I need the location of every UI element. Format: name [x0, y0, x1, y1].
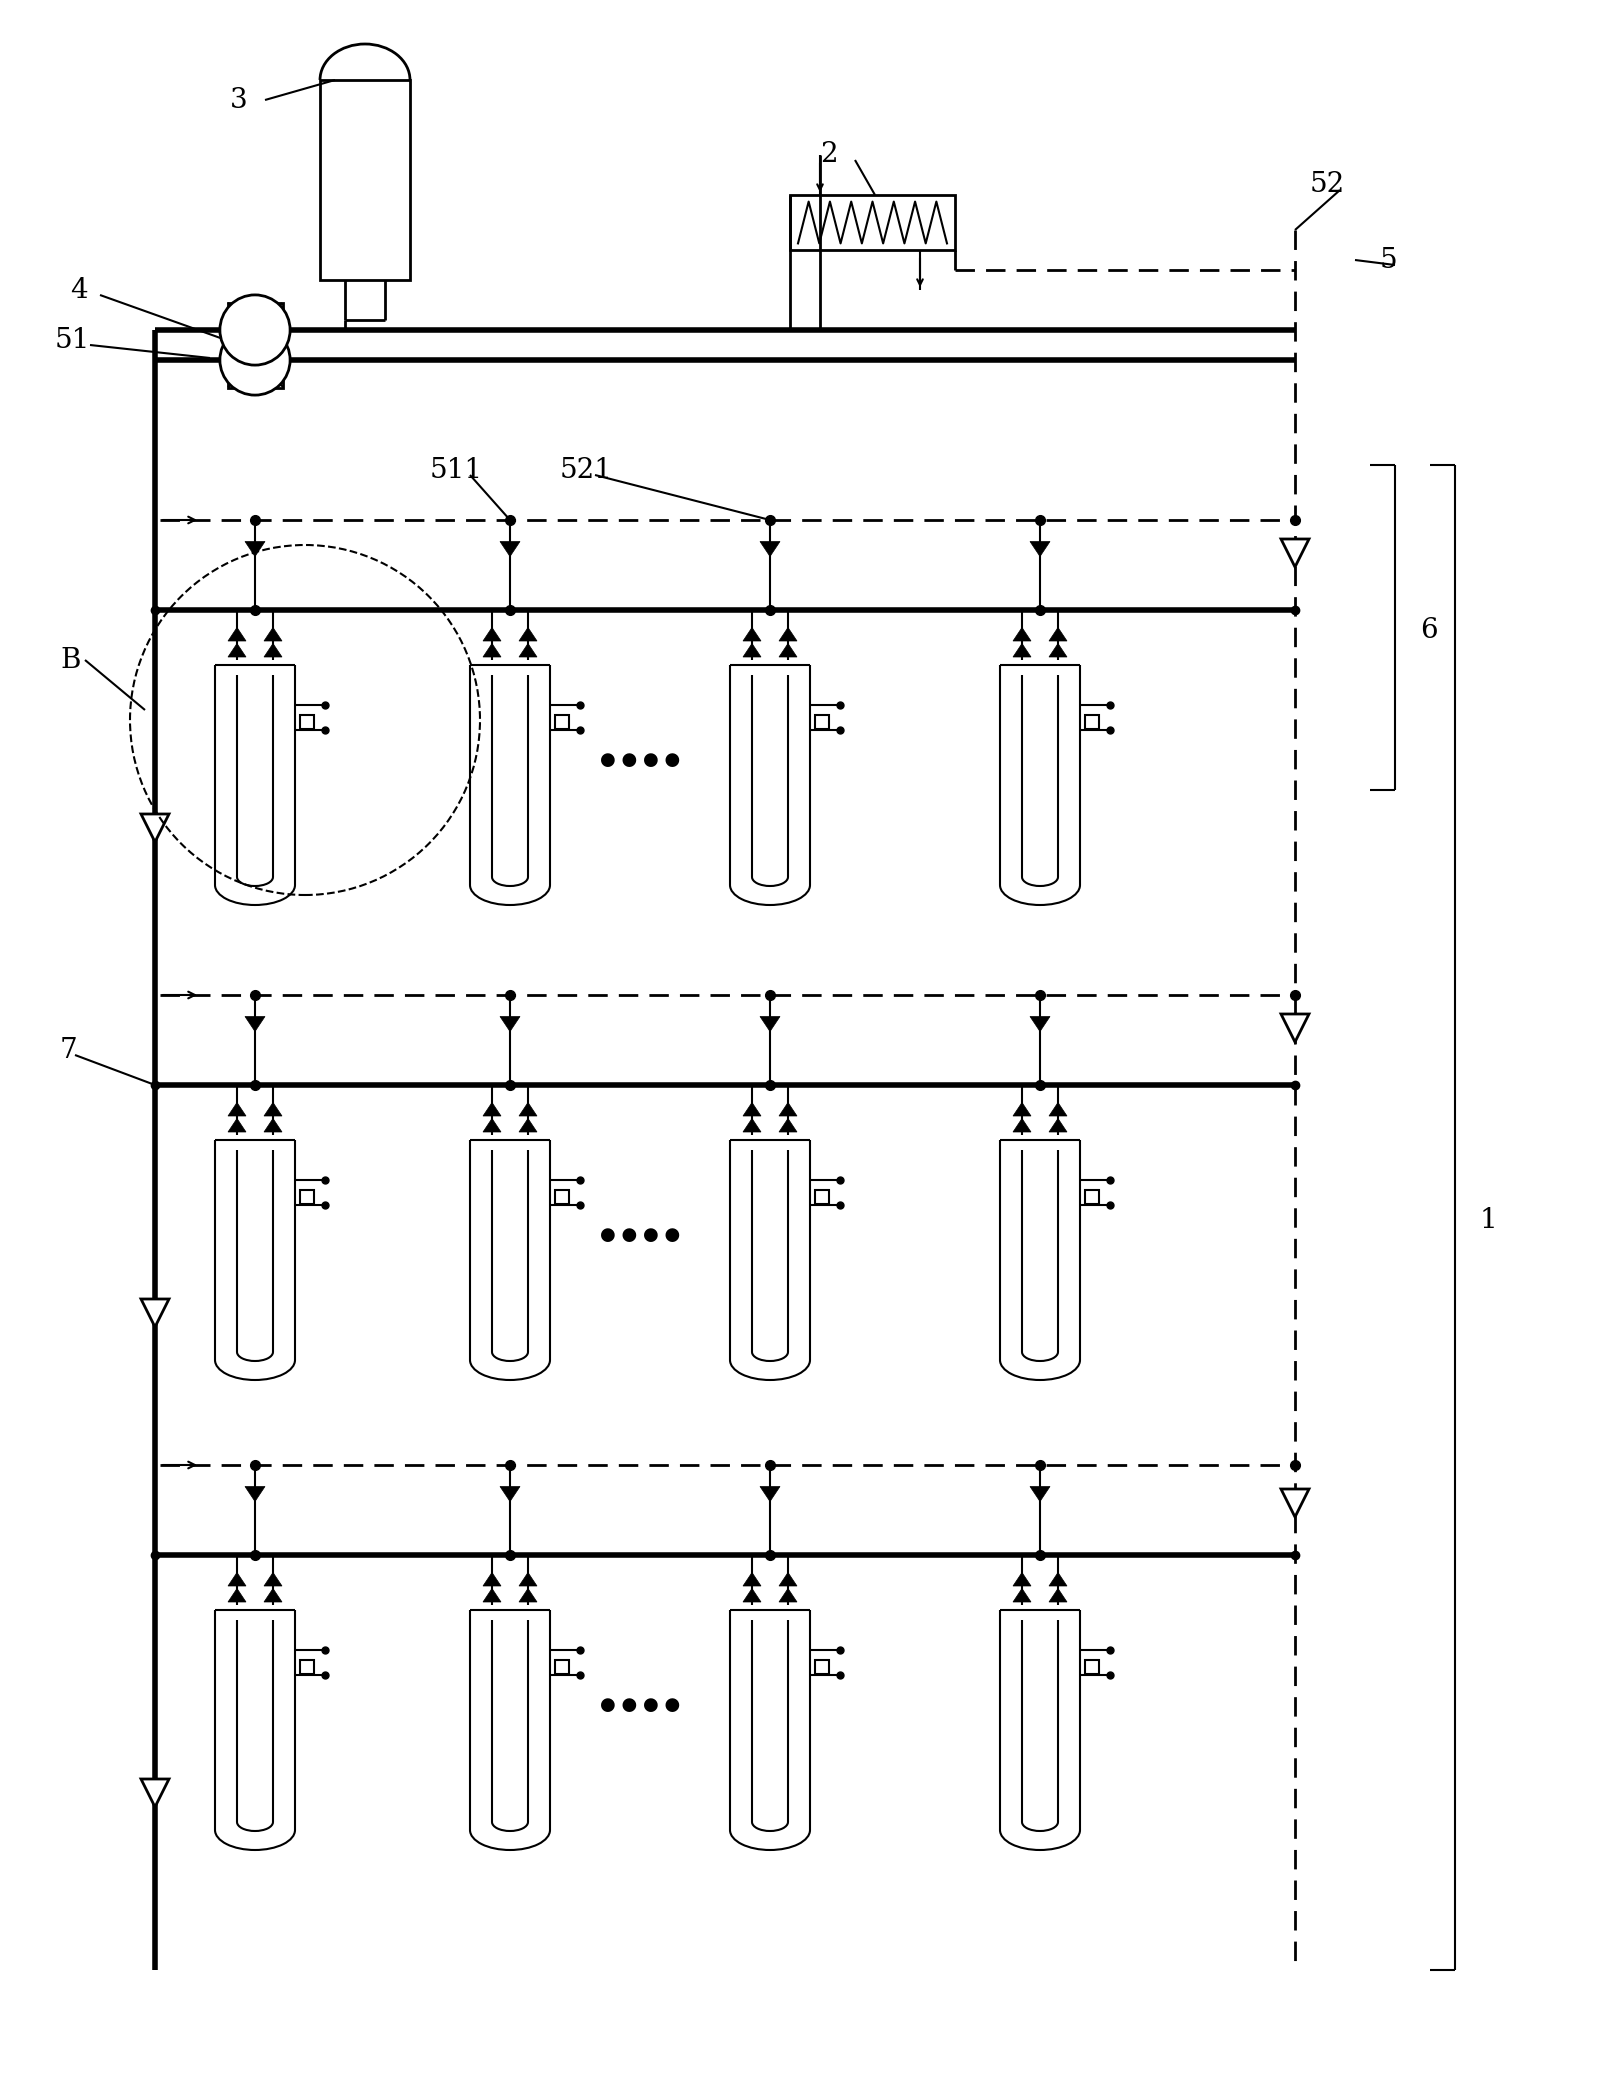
Polygon shape [264, 1103, 282, 1116]
Polygon shape [1050, 1118, 1067, 1132]
Text: 2: 2 [819, 142, 838, 170]
Polygon shape [760, 1486, 781, 1501]
Polygon shape [483, 628, 501, 640]
Text: 6: 6 [1421, 617, 1438, 643]
Text: B: B [61, 647, 80, 674]
Polygon shape [518, 628, 538, 640]
Bar [814, 1660, 829, 1674]
Polygon shape [779, 1572, 797, 1586]
Polygon shape [245, 1486, 266, 1501]
Bar [301, 716, 314, 728]
Bar [1085, 1660, 1099, 1674]
Polygon shape [264, 1572, 282, 1586]
Polygon shape [760, 542, 781, 557]
Polygon shape [518, 643, 538, 657]
Bar [555, 716, 570, 728]
Polygon shape [264, 643, 282, 657]
Polygon shape [1282, 1488, 1309, 1517]
Polygon shape [499, 1017, 520, 1032]
Polygon shape [141, 814, 170, 841]
Polygon shape [245, 1017, 266, 1032]
Polygon shape [483, 643, 501, 657]
Text: ● ● ● ●: ● ● ● ● [600, 751, 680, 768]
Bar [320, 80, 410, 280]
Polygon shape [229, 643, 246, 657]
Polygon shape [1050, 1103, 1067, 1116]
Text: 7: 7 [61, 1036, 78, 1063]
Bar [1085, 1191, 1099, 1203]
Bar [555, 1191, 570, 1203]
Polygon shape [264, 1589, 282, 1601]
Polygon shape [229, 1103, 246, 1116]
Polygon shape [742, 1589, 762, 1601]
Polygon shape [1030, 1486, 1050, 1501]
Polygon shape [141, 1300, 170, 1327]
Polygon shape [229, 1118, 246, 1132]
Polygon shape [483, 1118, 501, 1132]
Polygon shape [499, 542, 520, 557]
Polygon shape [1030, 542, 1050, 557]
Polygon shape [742, 1572, 762, 1586]
Text: 5: 5 [1379, 247, 1398, 274]
Polygon shape [245, 542, 266, 557]
Polygon shape [1050, 1572, 1067, 1586]
Polygon shape [1013, 1103, 1030, 1116]
Polygon shape [1013, 643, 1030, 657]
Circle shape [219, 295, 290, 364]
Text: 521: 521 [560, 456, 613, 483]
Circle shape [219, 324, 290, 396]
Polygon shape [229, 628, 246, 640]
Polygon shape [229, 1589, 246, 1601]
Polygon shape [1013, 1589, 1030, 1601]
Text: 52: 52 [1310, 172, 1346, 199]
Polygon shape [1282, 1013, 1309, 1042]
Polygon shape [229, 1572, 246, 1586]
Polygon shape [1050, 1589, 1067, 1601]
Polygon shape [742, 1118, 762, 1132]
Polygon shape [1013, 628, 1030, 640]
Text: 1: 1 [1480, 1206, 1498, 1233]
Bar [814, 1191, 829, 1203]
Polygon shape [1050, 643, 1067, 657]
Polygon shape [483, 1589, 501, 1601]
Text: ● ● ● ●: ● ● ● ● [600, 1695, 680, 1714]
Polygon shape [518, 1589, 538, 1601]
Polygon shape [742, 628, 762, 640]
Polygon shape [760, 1017, 781, 1032]
Bar [555, 1660, 570, 1674]
Text: ● ● ● ●: ● ● ● ● [600, 1226, 680, 1243]
Polygon shape [779, 628, 797, 640]
Polygon shape [1050, 628, 1067, 640]
Text: 3: 3 [230, 86, 248, 113]
Text: 4: 4 [70, 276, 88, 303]
Polygon shape [1030, 1017, 1050, 1032]
Polygon shape [779, 1118, 797, 1132]
Polygon shape [141, 1779, 170, 1806]
Polygon shape [779, 1589, 797, 1601]
Polygon shape [742, 643, 762, 657]
Polygon shape [1013, 1118, 1030, 1132]
Polygon shape [518, 1103, 538, 1116]
Bar [1085, 716, 1099, 728]
Bar [790, 195, 955, 249]
Polygon shape [779, 643, 797, 657]
Polygon shape [1013, 1572, 1030, 1586]
Polygon shape [483, 1103, 501, 1116]
Polygon shape [1282, 540, 1309, 567]
Polygon shape [264, 628, 282, 640]
Bar [229, 333, 283, 387]
Polygon shape [499, 1486, 520, 1501]
Polygon shape [518, 1572, 538, 1586]
Polygon shape [264, 1118, 282, 1132]
Bar [301, 1660, 314, 1674]
Polygon shape [483, 1572, 501, 1586]
Polygon shape [779, 1103, 797, 1116]
Text: 51: 51 [54, 327, 90, 354]
Bar [814, 716, 829, 728]
Bar [301, 1191, 314, 1203]
Polygon shape [742, 1103, 762, 1116]
Bar [229, 303, 283, 358]
Text: 511: 511 [430, 456, 483, 483]
Polygon shape [518, 1118, 538, 1132]
